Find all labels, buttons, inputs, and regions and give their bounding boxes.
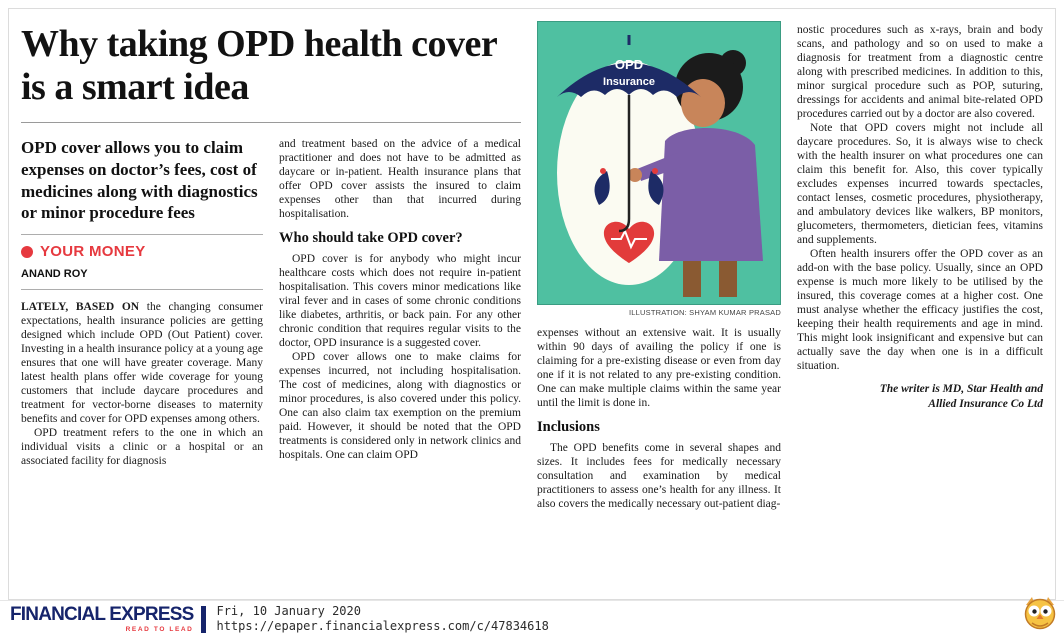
author-signoff: The writer is MD, Star Health and Allied…	[797, 382, 1043, 412]
umbrella-text-line2: Insurance	[603, 76, 655, 88]
divider	[21, 234, 263, 236]
red-dot-icon	[21, 246, 33, 259]
paragraph-text: the changing consumer expectations, heal…	[21, 300, 263, 425]
body-paragraph: LATELY, BASED ON the changing consumer e…	[21, 300, 263, 426]
opd-illustration: OPD Insurance	[537, 21, 781, 305]
subhead-who-should-take: Who should take OPD cover?	[279, 230, 463, 247]
body-paragraph: OPD treatment refers to the one in which…	[21, 426, 263, 467]
lead-in: LATELY, BASED ON	[21, 300, 140, 313]
section-label: YOUR MONEY	[40, 243, 146, 261]
body-paragraph: Note that OPD covers might not include a…	[797, 122, 1043, 247]
article-headline: Why taking OPD health cover is a smart i…	[21, 23, 497, 108]
column-3: OPD Insurance ILLUSTRATION: SHYAM KUMAR …	[537, 21, 781, 599]
article-clip: Why taking OPD health cover is a smart i…	[8, 8, 1056, 600]
clip-metadata: Fri, 10 January 2020 https://epaper.fina…	[216, 604, 548, 634]
body-paragraph: Often health insurers offer the OPD cove…	[797, 248, 1043, 373]
signoff-line: Allied Insurance Co Ltd	[928, 398, 1043, 411]
signoff-line: The writer is MD, Star Health and	[879, 383, 1043, 396]
column-4: nostic procedures such as x-rays, brain …	[797, 21, 1043, 599]
body-paragraph: nostic procedures such as x-rays, brain …	[797, 24, 1043, 121]
section-label-row: YOUR MONEY	[21, 243, 263, 261]
epaper-footer: FINANCIAL EXPRESS READ TO LEAD Fri, 10 J…	[0, 597, 1064, 637]
financial-express-logo[interactable]: FINANCIAL EXPRESS READ TO LEAD	[10, 605, 216, 633]
logo-wordmark: FINANCIAL EXPRESS	[10, 604, 194, 625]
clip-date: Fri, 10 January 2020	[216, 604, 361, 618]
logo-tagline: READ TO LEAD	[125, 626, 194, 633]
body-paragraph: expenses without an extensive wait. It i…	[537, 327, 781, 410]
subhead-inclusions: Inclusions	[537, 419, 600, 436]
divider	[21, 288, 263, 290]
body-paragraph: OPD cover allows one to make claims for …	[279, 350, 521, 462]
body-paragraph: OPD cover is for anybody who might incur…	[279, 252, 521, 349]
clip-url-link[interactable]: https://epaper.financialexpress.com/c/47…	[216, 619, 549, 633]
divider	[21, 122, 521, 124]
column-2: and treatment based on the advice of a m…	[279, 137, 521, 468]
headline-and-columns: Why taking OPD health cover is a smart i…	[21, 21, 521, 599]
standfirst: OPD cover allows you to claim expenses o…	[21, 138, 258, 223]
byline: ANAND ROY	[21, 268, 88, 281]
umbrella-text-line1: OPD	[615, 57, 643, 72]
body-paragraph: The OPD benefits come in several shapes …	[537, 441, 781, 510]
opd-insurance-illustration: OPD Insurance	[537, 21, 781, 305]
column-1: OPD cover allows you to claim expenses o…	[21, 137, 263, 468]
body-paragraph: and treatment based on the advice of a m…	[279, 138, 521, 221]
illustration-caption: ILLUSTRATION: SHYAM KUMAR PRASAD	[629, 308, 781, 317]
logo-mark	[201, 605, 207, 633]
owl-mascot-icon	[1022, 597, 1058, 635]
